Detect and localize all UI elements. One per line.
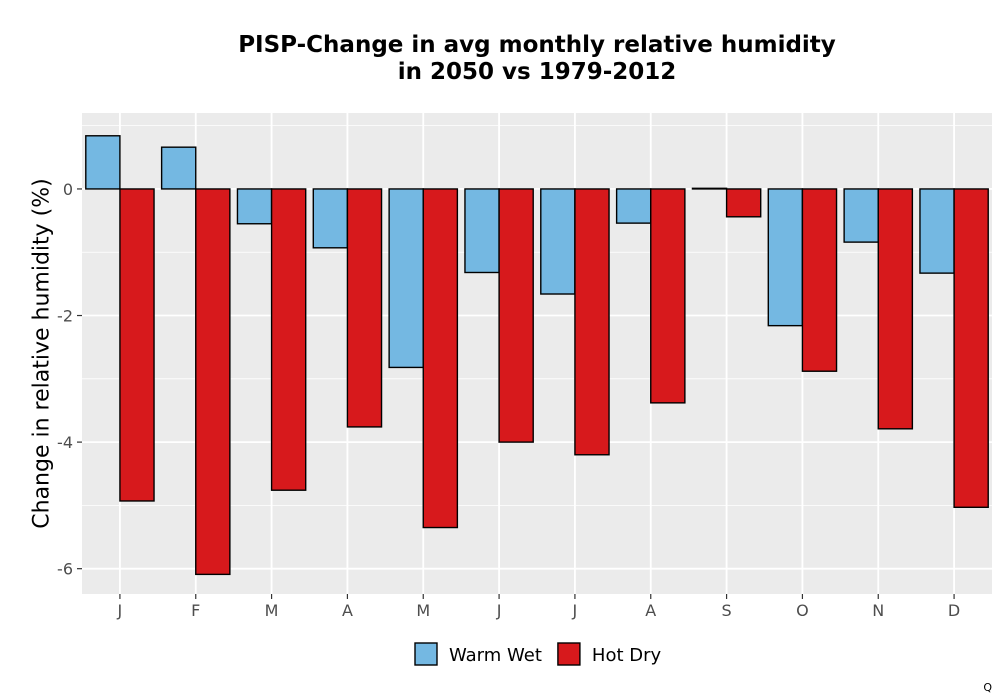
bar-warm-wet	[615, 188, 652, 224]
bar-warm-wet	[160, 146, 197, 190]
x-tick-label: J	[117, 601, 123, 620]
bar-hot-dry	[650, 188, 686, 404]
legend-key-hot-dry	[557, 642, 581, 666]
bar-hot-dry	[270, 188, 307, 491]
x-tick-label: A	[645, 601, 656, 620]
bar-hot-dry	[422, 188, 459, 529]
bars	[85, 135, 989, 576]
bar-hot-dry	[725, 188, 762, 218]
x-tick-label: D	[948, 601, 960, 620]
bar-hot-dry	[498, 188, 534, 443]
bar-hot-dry	[877, 188, 914, 430]
x-tick-label: J	[572, 601, 578, 620]
bar-hot-dry	[574, 188, 610, 456]
bar-warm-wet	[919, 188, 955, 274]
bar-hot-dry	[953, 188, 989, 508]
y-tick-label: -2	[57, 307, 73, 326]
x-tick-label: S	[722, 601, 732, 620]
bar-warm-wet	[464, 188, 500, 274]
bar-warm-wet	[388, 188, 424, 369]
legend-label-hot-dry: Hot Dry	[592, 645, 662, 666]
x-tick-label: O	[796, 601, 809, 620]
chart-title-line-1: PISP-Change in avg monthly relative humi…	[238, 32, 836, 58]
y-axis-title: Change in relative humidity (%)	[30, 178, 55, 528]
plot-panel	[82, 113, 992, 594]
bar-warm-wet	[540, 188, 576, 295]
bar-warm-wet	[236, 188, 273, 225]
y-axis: 0 -2 -4 -6	[57, 180, 82, 579]
legend-key-warm-wet	[414, 642, 438, 666]
bar-warm-wet	[85, 135, 121, 190]
y-tick-label: -4	[57, 433, 73, 452]
chart-title: PISP-Change in avg monthly relative humi…	[82, 32, 992, 86]
bar-warm-wet	[767, 188, 804, 327]
chart-title-line-2: in 2050 vs 1979-2012	[397, 59, 677, 85]
bar-warm-wet	[312, 188, 349, 249]
y-tick-label: -6	[57, 560, 73, 579]
panel-background	[82, 113, 992, 594]
legend: Warm Wet Hot Dry	[414, 642, 662, 666]
y-tick-label: 0	[63, 180, 73, 199]
bar-warm-wet	[843, 188, 879, 243]
bar-hot-dry	[195, 188, 231, 576]
x-tick-label: M	[265, 601, 279, 620]
bar-hot-dry	[119, 188, 155, 502]
x-tick-label: A	[342, 601, 353, 620]
bar-hot-dry	[801, 188, 838, 372]
bar-warm-wet	[691, 187, 728, 190]
x-tick-label: M	[416, 601, 430, 620]
x-tick-label: F	[191, 601, 200, 620]
x-tick-label: N	[872, 601, 884, 620]
x-tick-label: J	[496, 601, 502, 620]
bar-hot-dry	[346, 188, 383, 428]
legend-label-warm-wet: Warm Wet	[449, 645, 542, 666]
corner-mark: Q	[983, 681, 992, 694]
